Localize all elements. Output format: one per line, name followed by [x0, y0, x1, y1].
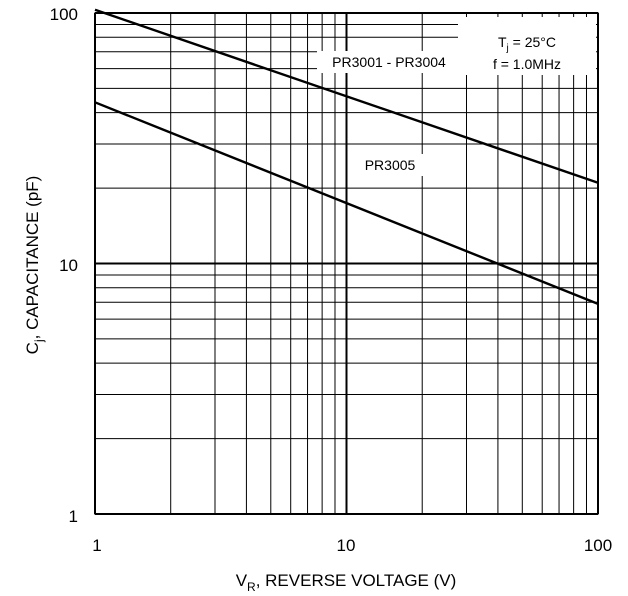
- x-tick-10: 10: [337, 536, 356, 555]
- y-tick-1: 1: [69, 507, 78, 526]
- conditions-frequency: f = 1.0MHz: [493, 56, 561, 72]
- y-tick-100: 100: [50, 5, 78, 24]
- x-axis-title: VR, REVERSE VOLTAGE (V): [236, 571, 457, 594]
- plot-frame: [94, 12, 599, 515]
- series-line-2: [94, 101, 599, 305]
- series-lines: [94, 8, 599, 305]
- y-tick-10: 10: [59, 256, 78, 275]
- conditions-temperature: Tj = 25°C: [498, 34, 556, 54]
- x-tick-100: 100: [584, 536, 612, 555]
- y-axis-title: Cj, CAPACITANCE (pF): [23, 176, 46, 355]
- grid: [94, 12, 599, 515]
- series-line-1: [94, 8, 599, 184]
- series-label-bg-2: [352, 154, 428, 176]
- conditions-box: [458, 17, 596, 75]
- x-tick-1: 1: [92, 536, 101, 555]
- series-label-pr3001-pr3004: PR3001 - PR3004: [332, 54, 446, 70]
- series-label-bg-1: [317, 51, 461, 73]
- series-label-pr3005: PR3005: [365, 157, 416, 173]
